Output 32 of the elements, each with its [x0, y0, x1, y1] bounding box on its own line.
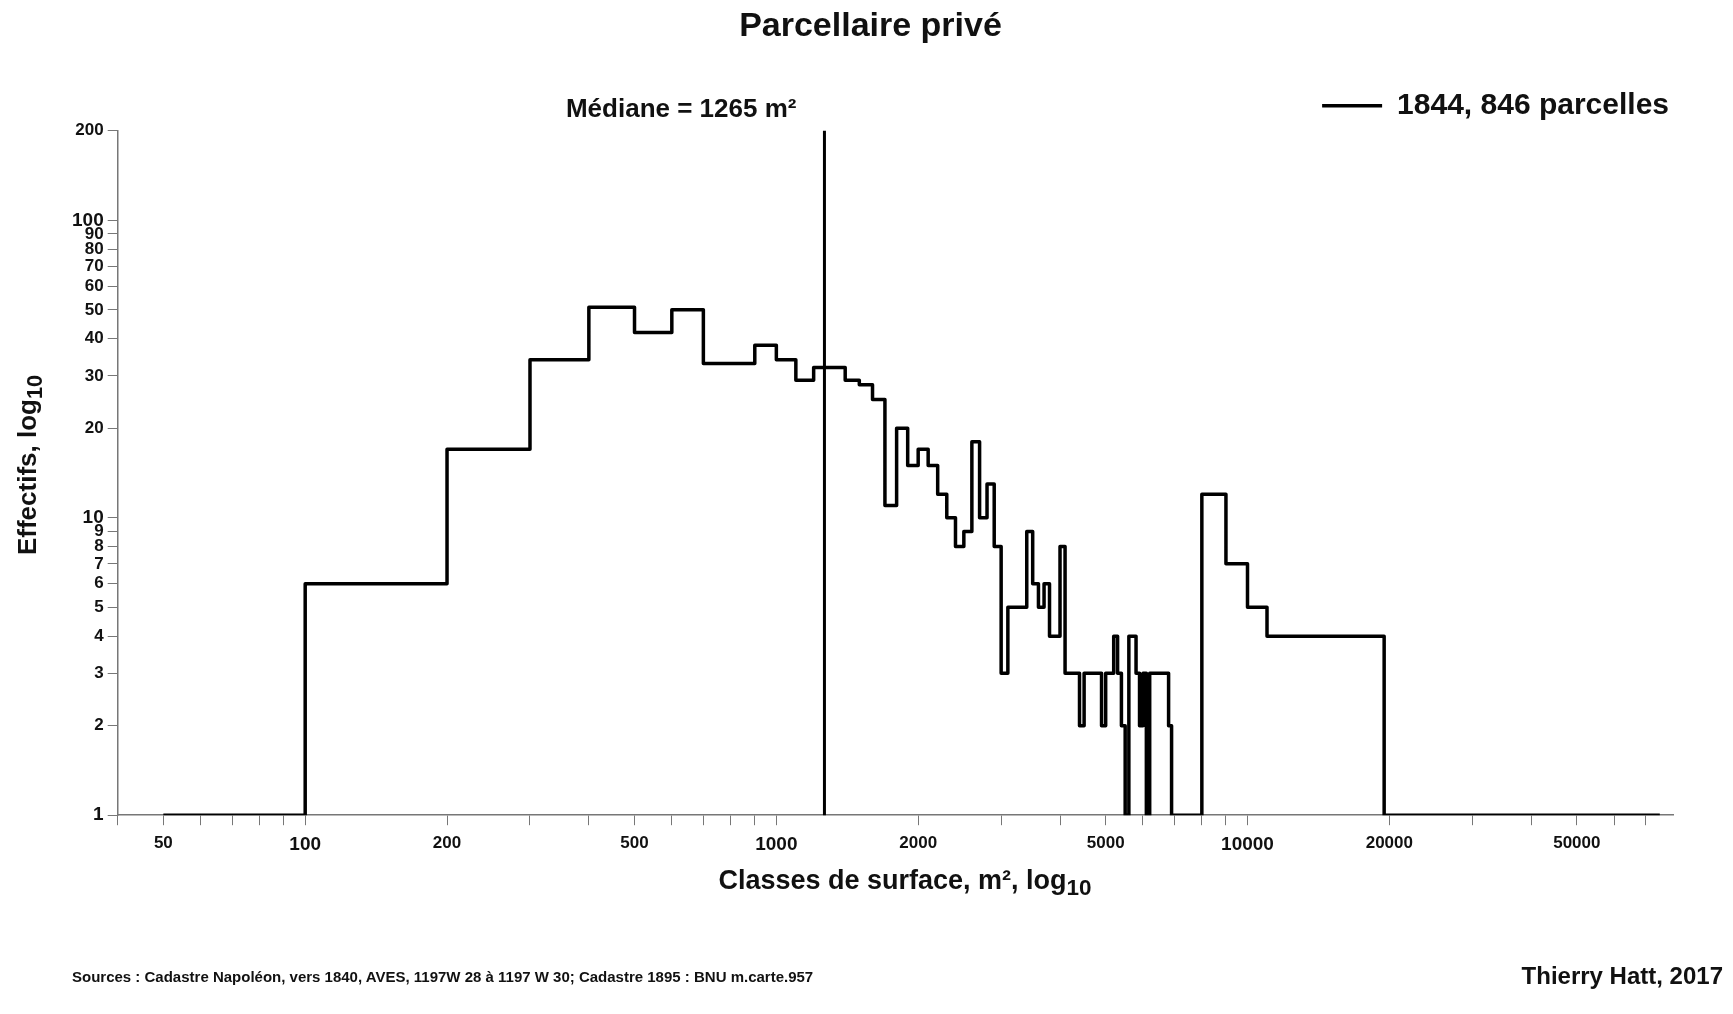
y-tick-label: 200 [75, 120, 104, 140]
x-tick-label: 100 [289, 832, 322, 854]
x-tick-label: 200 [432, 833, 462, 853]
x-tick-label: 10000 [1221, 832, 1274, 854]
y-tick-label: 4 [94, 625, 105, 645]
y-tick-label: 7 [94, 553, 104, 573]
legend-label: 1844, 846 parcelles [1397, 87, 1669, 121]
y-tick-label: 30 [84, 365, 104, 385]
x-tick-label: 20000 [1365, 833, 1413, 853]
x-tick-label: 5000 [1086, 833, 1125, 853]
y-tick-label: 50 [84, 299, 104, 319]
x-tick-label: 50000 [1553, 833, 1601, 853]
y-tick-label: 3 [94, 662, 104, 682]
y-tick-label: 40 [84, 328, 104, 348]
y-tick-label: 60 [84, 276, 104, 296]
y-tick-label: 1 [93, 803, 105, 825]
x-tick-label: 50 [153, 833, 173, 853]
y-tick-label: 20 [84, 417, 104, 437]
ref-line-label: Médiane = 1265 m² [565, 92, 797, 123]
y-tick-label: 70 [84, 256, 104, 276]
x-tick-label: 1000 [755, 832, 798, 854]
chart-title: Parcellaire privé [739, 4, 1002, 43]
x-axis-title: Classes de surface, m², log$_{10}$ [718, 865, 1092, 902]
text: Thierry Hatt, 2017 [1521, 962, 1723, 990]
source-note: Sources : Cadastre Napoléon, vers 1840, AVES, 1197W 28 à 1197 W 30; Cadastre 1895 : BNU m.carte.957 [72, 968, 814, 985]
y-tick-label: 8 [94, 536, 104, 556]
y-tick-label: 80 [84, 238, 104, 258]
x-tick-label: 500 [620, 833, 649, 853]
x-tick-label: 2000 [899, 833, 938, 853]
y-tick-label: 2 [94, 715, 104, 735]
y-tick-label: 5 [94, 596, 104, 616]
y-tick-label: 6 [94, 573, 104, 593]
